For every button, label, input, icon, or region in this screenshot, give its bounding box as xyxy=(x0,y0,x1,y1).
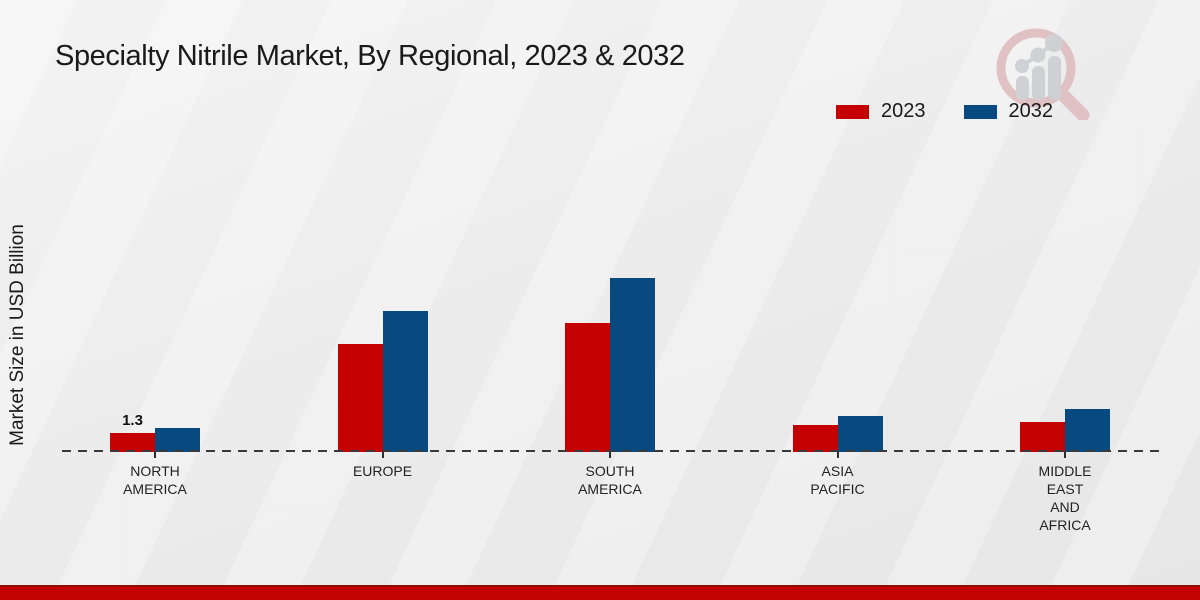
logo-bar-3 xyxy=(1048,56,1061,100)
bar-2023-middle-east-and-africa xyxy=(1020,422,1065,452)
x-axis-tick xyxy=(836,452,839,458)
x-axis-category-label: EUROPE xyxy=(352,463,413,479)
x-axis-tick xyxy=(381,452,384,458)
logo-dot-2 xyxy=(1030,47,1046,63)
bar-2023-south-america xyxy=(565,323,610,452)
x-axis-baseline xyxy=(62,450,1160,452)
x-axis-category-label: ASIA PACIFIC xyxy=(810,463,865,497)
legend-swatch-2032 xyxy=(963,104,997,119)
x-axis-category-label: MIDDLE EAST AND AFRICA xyxy=(1038,463,1092,533)
logo-bar-2 xyxy=(1032,66,1045,100)
chart-title: Specialty Nitrile Market, By Regional, 2… xyxy=(55,40,685,72)
brand-watermark-logo xyxy=(996,28,1090,120)
bar-2032-north-america xyxy=(155,428,200,452)
logo-dot-3 xyxy=(1045,34,1063,52)
x-axis-category-label: SOUTH AMERICA xyxy=(578,463,642,497)
magnifier-lens-icon xyxy=(996,28,1076,108)
logo-dot-1 xyxy=(1015,59,1029,73)
footer-accent-strip xyxy=(0,585,1200,600)
bar-value-label: 1.3 xyxy=(122,412,143,429)
magnifier-handle-icon xyxy=(1054,86,1090,120)
bar-2023-asia-pacific xyxy=(792,425,838,452)
logo-bar-1 xyxy=(1016,76,1029,100)
x-axis-tick xyxy=(154,452,156,458)
legend-item-2023: 2023 xyxy=(836,100,926,123)
legend-item-2032: 2032 xyxy=(963,100,1054,123)
bar-2032-europe xyxy=(382,311,428,452)
legend-label-2032: 2032 xyxy=(1008,100,1054,122)
x-axis-tick xyxy=(1064,452,1066,458)
legend: 2023 2032 xyxy=(836,100,1053,123)
bar-2032-south-america xyxy=(610,278,655,452)
bar-2023-north-america xyxy=(110,433,155,452)
bar-2032-asia-pacific xyxy=(837,416,883,452)
x-axis-category-label: NORTH AMERICA xyxy=(123,463,187,497)
bar-2023-europe xyxy=(337,344,383,452)
legend-label-2023: 2023 xyxy=(881,100,926,122)
legend-swatch-2023 xyxy=(836,104,869,119)
bar-2032-middle-east-and-africa xyxy=(1065,409,1110,452)
x-axis-tick xyxy=(609,452,611,458)
